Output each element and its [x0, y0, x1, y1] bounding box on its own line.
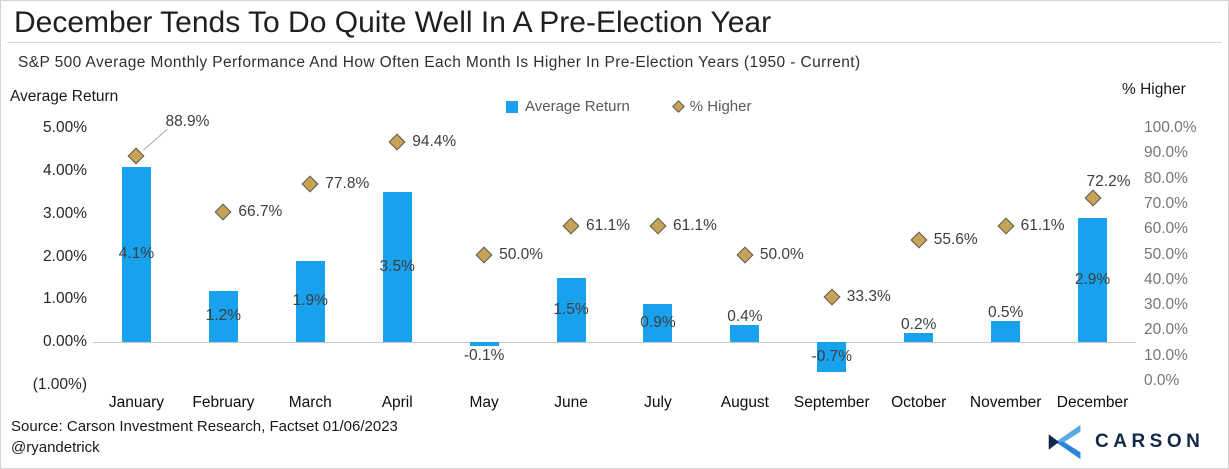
right-axis-tick: 90.0% [1144, 144, 1188, 162]
bar-value-label: 1.5% [553, 300, 589, 318]
x-axis-label-may: May [469, 394, 499, 411]
bar-value-label: 3.5% [379, 258, 415, 276]
diamond-value-label: 66.7% [238, 203, 283, 221]
x-axis-label-april: April [381, 394, 413, 411]
bar-april [382, 192, 412, 342]
right-axis-title: % Higher [1122, 81, 1186, 98]
bar-february [208, 290, 238, 342]
carson-logo: CARSON [1047, 424, 1204, 460]
diamond-value-label: 77.8% [325, 175, 370, 193]
bar-value-label: 2.9% [1074, 271, 1111, 289]
right-axis-tick: 80.0% [1144, 169, 1188, 187]
chart-subtitle: S&P 500 Average Monthly Performance And … [18, 54, 861, 71]
bar-july [643, 303, 673, 342]
x-axis-label-january: January [108, 394, 165, 411]
bar-october [904, 333, 934, 342]
diamond-value-label: 33.3% [846, 287, 891, 305]
right-axis-tick: 40.0% [1144, 270, 1188, 288]
bar-value-label: 4.1% [118, 245, 155, 263]
right-axis-tick: 50.0% [1144, 245, 1188, 263]
bar-august [730, 324, 760, 342]
bar-value-label: 0.2% [901, 316, 937, 334]
left-axis-tick: 1.00% [43, 290, 87, 308]
left-axis-title: Average Return [10, 88, 119, 105]
right-axis-tick: 100.0% [1144, 119, 1197, 136]
bar-value-label: -0.7% [811, 347, 853, 365]
diamond-marker-may [475, 246, 493, 263]
diamond-value-label: 55.6% [933, 231, 978, 249]
right-axis-tick: 70.0% [1144, 194, 1188, 212]
left-axis-tick: 5.00% [43, 119, 87, 137]
bar-march [295, 260, 325, 342]
carson-logo-icon [1048, 424, 1081, 460]
left-axis-tick: 2.00% [43, 247, 87, 265]
x-axis-label-august: August [720, 394, 769, 411]
diamond-marker-august [736, 246, 754, 263]
diamond-marker-february [214, 203, 232, 221]
bar-value-label: 1.9% [292, 292, 328, 310]
bar-value-label: 1.2% [205, 307, 242, 325]
diamond-marker-march [301, 175, 319, 193]
diamond-marker-april [388, 133, 406, 151]
bar-june [556, 277, 586, 342]
diamond-marker-july [649, 217, 667, 235]
right-axis-tick: 0.0% [1144, 372, 1180, 389]
x-axis-label-september: September [793, 394, 870, 411]
left-axis-tick: (1.00%) [32, 375, 87, 393]
twitter-handle: @ryandetrick [11, 439, 100, 456]
diamond-value-label: 61.1% [672, 217, 717, 235]
x-axis-label-november: November [969, 394, 1042, 411]
bar-september [817, 342, 847, 372]
legend: Average Return % Higher [506, 98, 752, 115]
diamond-marker-september [823, 288, 841, 306]
x-axis-label-march: March [288, 394, 332, 411]
left-axis-tick: 4.00% [43, 162, 87, 180]
title-divider [7, 42, 1222, 43]
legend-item-average-return: Average Return [506, 98, 630, 115]
x-axis-label-july: July [644, 394, 672, 411]
diamond-value-label: 50.0% [759, 245, 804, 263]
legend-item-pct-higher: % Higher [671, 98, 752, 115]
square-icon [506, 100, 518, 113]
right-axis-tick: 60.0% [1144, 220, 1188, 238]
source-text: Source: Carson Investment Research, Fact… [11, 418, 398, 435]
legend-label: Average Return [525, 98, 630, 115]
bar-value-label: 0.5% [987, 303, 1024, 321]
diamond-value-label: 61.1% [1020, 217, 1065, 235]
left-axis-tick: 3.00% [43, 204, 87, 222]
carson-logo-text: CARSON [1095, 431, 1205, 452]
diamond-value-label: 88.9% [165, 113, 210, 131]
bar-november [991, 320, 1021, 342]
diamond-marker-november [997, 217, 1015, 235]
zero-gridline [93, 342, 1136, 343]
legend-label: % Higher [689, 98, 752, 115]
bar-value-label: 0.9% [640, 313, 676, 331]
left-axis-tick: 0.00% [43, 333, 87, 350]
right-axis-tick: 10.0% [1144, 346, 1188, 364]
bar-value-label: 0.4% [727, 307, 763, 325]
bar-may [469, 342, 499, 347]
bar-value-label: -0.1% [463, 347, 505, 365]
diamond-marker-december [1084, 189, 1102, 207]
x-axis-label-december: December [1056, 394, 1129, 411]
diamond-value-label: 94.4% [412, 133, 457, 151]
diamond-marker-june [562, 217, 580, 235]
bar-december [1078, 218, 1108, 342]
x-axis-label-february: February [192, 394, 255, 411]
diamond-value-label: 61.1% [586, 217, 630, 235]
diamond-marker-october [910, 231, 928, 249]
x-axis-label-october: October [891, 394, 947, 411]
right-axis-tick: 20.0% [1144, 321, 1188, 339]
page-title: December Tends To Do Quite Well In A Pre… [14, 6, 772, 39]
diamond-marker-january [127, 147, 145, 165]
bar-january [121, 166, 151, 342]
right-axis-tick: 30.0% [1144, 296, 1188, 314]
diamond-value-label: 72.2% [1086, 173, 1131, 191]
x-axis-label-june: June [554, 394, 588, 411]
diamond-value-label: 50.0% [499, 245, 544, 263]
